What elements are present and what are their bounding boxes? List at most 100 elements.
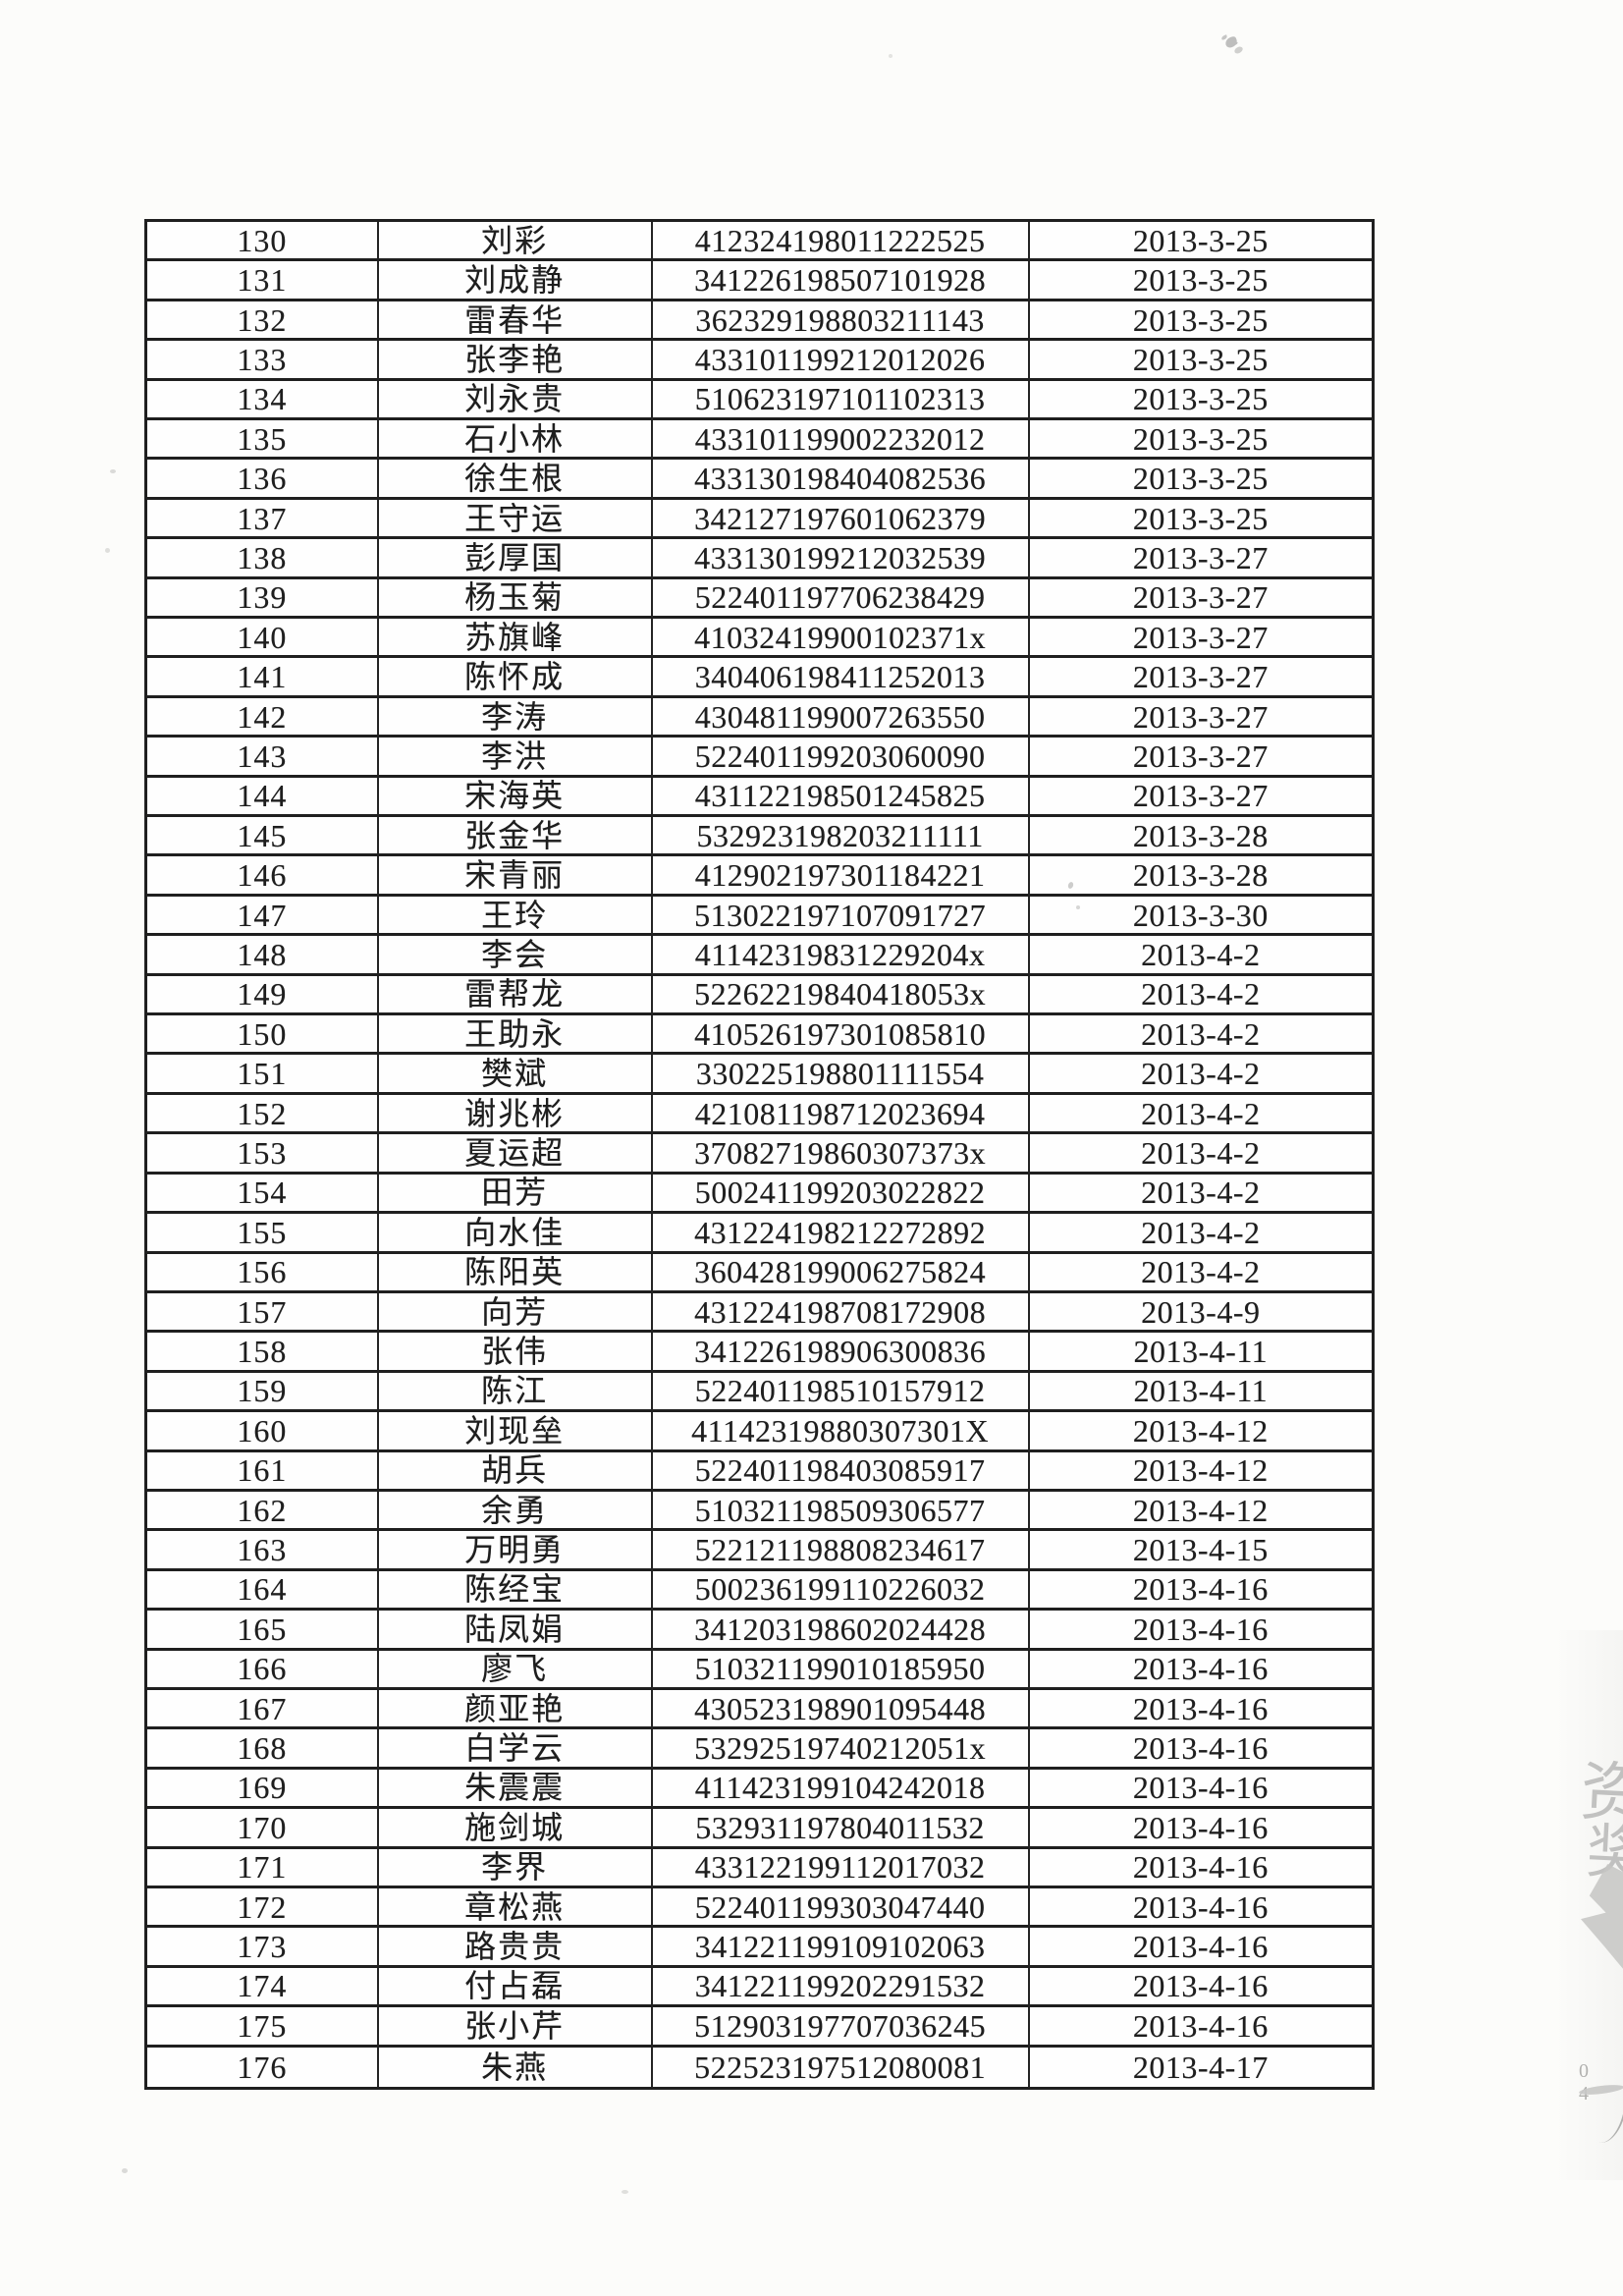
id-number-cell: 510321199010185950: [652, 1650, 1030, 1690]
date-cell: 2013-3-25: [1029, 500, 1372, 540]
row-number-cell: 155: [147, 1214, 379, 1254]
row-number-cell: 158: [147, 1333, 379, 1373]
date-cell: 2013-4-16: [1029, 1651, 1372, 1690]
name-cell: 章松燕: [378, 1887, 653, 1929]
id-number-cell: 52262219840418053x: [652, 975, 1030, 1016]
id-number-cell: 512903197707036245: [652, 2007, 1030, 2048]
row-number-cell: 134: [147, 380, 379, 421]
name-cell: 刘现垒: [378, 1412, 653, 1452]
edge-bleed-glyph-2: 奖: [1585, 1819, 1623, 1887]
row-number-cell: 133: [147, 341, 379, 381]
date-cell: 2013-4-16: [1029, 1928, 1372, 1968]
row-number-cell: 141: [147, 658, 379, 698]
edge-curved-line: [1596, 2107, 1623, 2147]
registration-table: 130 刘彩 412324198011222525 2013-3-25 131 …: [144, 219, 1375, 2090]
name-cell: 付占磊: [378, 1967, 653, 2008]
id-number-cell: 532923198203211111: [652, 817, 1030, 857]
row-number-cell: 130: [147, 222, 379, 262]
name-cell: 张金华: [378, 817, 653, 857]
name-cell: 石小林: [378, 420, 653, 461]
name-cell: 万明勇: [378, 1531, 653, 1571]
row-number-cell: 172: [147, 1887, 379, 1929]
name-cell: 宋海英: [378, 777, 653, 818]
id-number-cell: 341226198507101928: [652, 261, 1030, 301]
row-number-cell: 139: [147, 578, 379, 620]
date-cell: 2013-3-25: [1029, 222, 1372, 262]
id-number-cell: 522523197512080081: [653, 2047, 1030, 2087]
id-number-cell: 341221199109102063: [652, 1928, 1030, 1968]
date-cell: 2013-4-17: [1132, 2049, 1269, 2085]
id-number-cell: 522401197706238429: [652, 578, 1030, 620]
date-cell: 2013-4-16: [1029, 1849, 1372, 1888]
date-cell: 2013-4-16: [1029, 1729, 1372, 1770]
row-number-cell: 136: [147, 460, 379, 500]
name-cell: 宋青丽: [378, 856, 653, 897]
id-number-cell: 430523198901095448: [652, 1689, 1030, 1730]
id-number-cell: 522401198403085917: [652, 1451, 1030, 1492]
name-cell: 王助永: [378, 1015, 653, 1056]
name-cell: 廖飞: [378, 1650, 653, 1690]
date-cell: 2013-4-11: [1029, 1373, 1372, 1413]
id-number-cell: 341221199202291532: [652, 1967, 1030, 2008]
id-number-cell: 41142319880307301X: [652, 1412, 1030, 1452]
id-number-cell: 500241199203022822: [652, 1174, 1030, 1215]
name-cell: 余勇: [378, 1491, 653, 1532]
name-cell: 李界: [378, 1848, 653, 1888]
date-cell: 2013-4-12: [1029, 1412, 1372, 1452]
id-number-cell: 522401198510157912: [652, 1372, 1030, 1413]
row-number-cell: 170: [147, 1809, 379, 1849]
name-cell: 张伟: [378, 1333, 653, 1373]
row-number-cell: 143: [147, 738, 379, 778]
date-cell: 2013-4-12: [1029, 1452, 1372, 1492]
id-number-cell: 500236199110226032: [652, 1570, 1030, 1612]
id-number-cell: 362329198803211143: [652, 301, 1030, 342]
id-number-cell: 522121198808234617: [652, 1531, 1030, 1571]
scan-smudge-top-right: [1223, 35, 1239, 49]
id-number-cell: 522401199303047440: [652, 1887, 1030, 1929]
id-number-cell: 433101199002232012: [652, 420, 1030, 461]
edge-bleed-glyph-1: 资: [1578, 1756, 1623, 1831]
row-number-cell: 150: [147, 1015, 379, 1056]
name-cell: 陈江: [378, 1372, 653, 1413]
date-cell: 2013-3-25: [1029, 420, 1372, 461]
name-cell: 杨玉菊: [378, 578, 653, 620]
name-cell: 白学云: [378, 1729, 653, 1770]
row-number-cell: 144: [147, 777, 379, 818]
name-cell: 王玲: [378, 896, 653, 937]
row-number-cell: 131: [147, 261, 379, 301]
date-cell: 2013-4-2: [1029, 1214, 1372, 1254]
name-cell: 向水佳: [378, 1214, 653, 1254]
row-number-cell: 167: [147, 1689, 379, 1730]
scan-dot: [1233, 45, 1244, 55]
id-number-cell: 431224198212272892: [652, 1214, 1030, 1254]
date-cell: 2013-4-16: [1029, 1809, 1372, 1849]
date-cell: 2013-4-2: [1029, 1254, 1372, 1293]
date-cell: 2013-4-16: [1029, 1611, 1372, 1651]
date-cell: 2013-3-25: [1029, 261, 1372, 301]
id-number-cell: 53292519740212051x: [652, 1729, 1030, 1770]
id-number-cell: 433130198404082536: [652, 460, 1030, 500]
name-cell: 陈怀成: [378, 658, 653, 698]
row-number-cell: 174: [147, 1967, 379, 2008]
id-number-cell: 411423199104242018: [652, 1769, 1030, 1810]
name-cell: 路贵贵: [378, 1928, 653, 1968]
date-cell: 2013-4-11: [1029, 1333, 1372, 1373]
date-cell: 2013-4-16: [1029, 1968, 1372, 2008]
name-cell: 刘成静: [378, 261, 653, 301]
name-cell: 田芳: [378, 1174, 653, 1215]
id-number-cell: 330225198801111554: [652, 1055, 1030, 1095]
id-number-cell: 421081198712023694: [652, 1094, 1030, 1135]
date-cell: 2013-4-16: [1029, 1690, 1372, 1730]
name-cell: 刘永贵: [378, 380, 653, 421]
row-number-cell: 132: [147, 301, 379, 342]
row-number-cell: 151: [147, 1055, 379, 1095]
date-cell: 2013-3-25: [1029, 460, 1372, 500]
date-cell: 2013-4-2: [1029, 1134, 1372, 1175]
date-cell: 2013-3-30: [1029, 897, 1372, 937]
row-number-cell: 169: [147, 1769, 379, 1810]
row-number-cell: 173: [147, 1928, 379, 1968]
row-number-cell: 160: [147, 1412, 379, 1452]
id-number-cell: 341203198602024428: [652, 1611, 1030, 1651]
id-number-cell: 37082719860307373x: [652, 1134, 1030, 1175]
row-number-cell: 137: [147, 499, 379, 540]
